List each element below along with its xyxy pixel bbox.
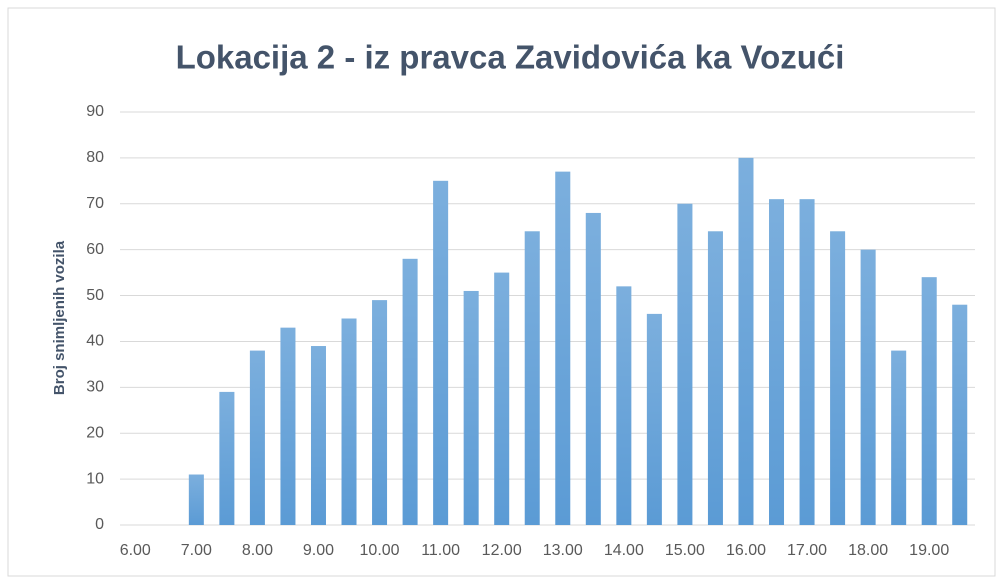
y-tick-label: 30 xyxy=(86,379,104,396)
bar-shade xyxy=(707,231,723,526)
bar-shade xyxy=(616,286,632,525)
bar-shade xyxy=(555,171,571,525)
x-tick-label: 8.00 xyxy=(242,542,273,559)
x-tick-label: 11.00 xyxy=(421,542,460,559)
bar-shade xyxy=(494,272,510,525)
bar-shade xyxy=(860,249,876,525)
bar-shade xyxy=(585,212,601,525)
bar-shade xyxy=(646,313,662,525)
y-tick-label: 90 xyxy=(86,103,104,120)
bar-shade xyxy=(402,258,418,525)
x-tick-label: 15.00 xyxy=(665,542,705,559)
x-tick-label: 9.00 xyxy=(303,542,334,559)
x-tick-label: 16.00 xyxy=(726,542,766,559)
x-tick-label: 10.00 xyxy=(360,542,400,559)
y-tick-label: 0 xyxy=(95,516,104,533)
y-tick-label: 70 xyxy=(86,195,104,212)
y-tick-label: 10 xyxy=(86,470,104,487)
bar-shade xyxy=(341,318,357,525)
bar-shade xyxy=(463,290,479,525)
x-tick-label: 18.00 xyxy=(848,542,888,559)
x-tick-label: 12.00 xyxy=(482,542,522,559)
bar-shade xyxy=(677,203,693,525)
chart-title: Lokacija 2 - iz pravca Zavidovića ka Voz… xyxy=(176,39,845,76)
x-tick-label: 7.00 xyxy=(181,542,212,559)
bar-shade xyxy=(738,157,754,525)
bar-shade xyxy=(310,346,326,525)
bar-shade xyxy=(921,277,937,525)
bar-shade xyxy=(188,474,204,525)
x-tick-label: 14.00 xyxy=(604,542,644,559)
x-tick-label: 13.00 xyxy=(543,542,583,559)
bar-shade xyxy=(769,199,785,525)
y-tick-label: 80 xyxy=(86,149,104,166)
bar-shade xyxy=(524,231,540,526)
y-tick-label: 60 xyxy=(86,241,104,258)
bar-shade xyxy=(891,350,907,525)
y-axis-label: Broj snimljenih vozila xyxy=(51,240,68,395)
bar-shade xyxy=(249,350,265,525)
bar-shade xyxy=(219,391,235,525)
bar-shade xyxy=(433,180,449,526)
bar-shade xyxy=(830,231,846,526)
bar-shade xyxy=(952,304,968,525)
bar-shade xyxy=(280,327,296,525)
x-tick-label: 19.00 xyxy=(909,542,949,559)
x-tick-label: 6.00 xyxy=(120,542,151,559)
bar-shade xyxy=(372,300,388,525)
x-tick-label: 17.00 xyxy=(787,542,827,559)
y-tick-label: 50 xyxy=(86,287,104,304)
y-tick-label: 20 xyxy=(86,424,104,441)
y-tick-label: 40 xyxy=(86,333,104,350)
bar-shade xyxy=(799,199,815,525)
